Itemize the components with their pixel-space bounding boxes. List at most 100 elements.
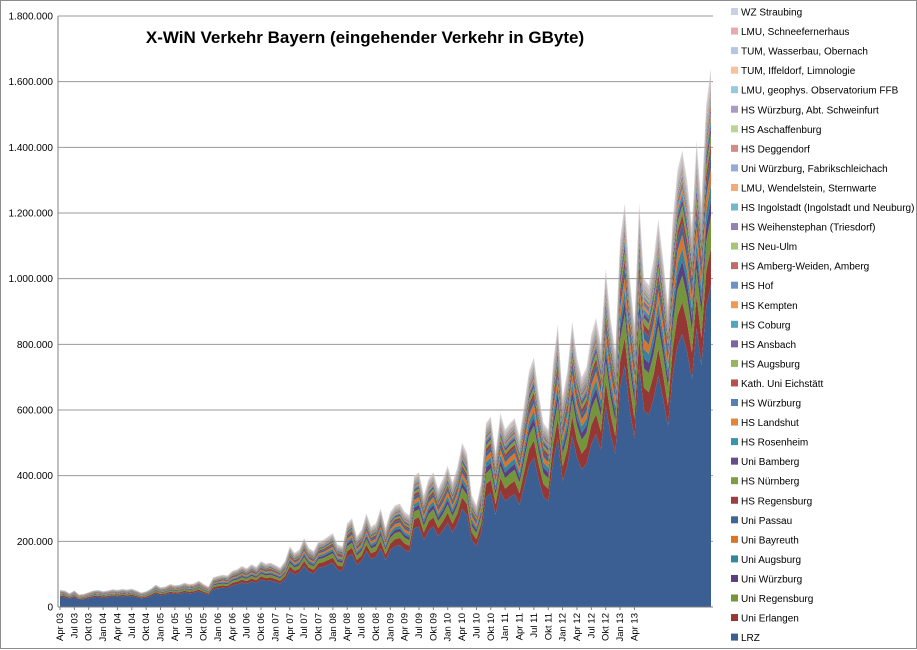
- x-tick-label: Apr 08: [342, 613, 353, 641]
- legend-entry: Uni Würzburg: [741, 574, 802, 585]
- legend-entry: HS Landshut: [741, 418, 799, 429]
- y-tick-label: 200.000: [17, 537, 54, 548]
- legend-swatch: [731, 633, 738, 641]
- legend-entry: HS Nürnberg: [741, 477, 799, 488]
- legend-swatch: [731, 242, 738, 250]
- x-tick-label: Okt 07: [313, 613, 324, 641]
- x-tick-label: Jul 10: [471, 613, 482, 638]
- legend-swatch: [731, 27, 738, 35]
- x-tick-label: Apr 12: [572, 613, 583, 641]
- axes: [57, 16, 713, 608]
- y-tick-label: 600.000: [17, 406, 54, 417]
- legend-entry: HS Weihenstephan (Triesdorf): [741, 223, 876, 234]
- x-tick-label: Apr 09: [400, 613, 411, 641]
- legend-swatch: [731, 594, 738, 602]
- x-tick-label: Jan 10: [443, 613, 454, 642]
- legend-swatch: [731, 535, 738, 543]
- x-tick-label: Apr 06: [227, 613, 238, 641]
- y-tick-label: 0: [47, 603, 53, 614]
- x-tick-label: Okt 12: [601, 613, 612, 641]
- legend-swatch: [731, 164, 738, 172]
- x-tick-label: Jan 06: [213, 613, 224, 642]
- x-tick-label: Jan 05: [156, 613, 167, 642]
- y-tick-label: 800.000: [17, 340, 54, 351]
- x-tick-label: Jul 06: [242, 613, 253, 638]
- x-tick-label: Jan 11: [500, 613, 511, 641]
- x-tick-label: Okt 11: [543, 613, 554, 640]
- legend-entry: HS Deggendorf: [741, 144, 810, 155]
- x-tick-label: Jul 05: [184, 613, 195, 638]
- y-tick-label: 1.600.000: [9, 77, 54, 88]
- legend-entry: HS Hof: [741, 281, 773, 292]
- x-tick-label: Okt 06: [256, 613, 267, 641]
- legend-entry: HS Ansbach: [741, 340, 796, 351]
- legend-entry: HS Kempten: [741, 301, 798, 312]
- legend-swatch: [731, 320, 738, 328]
- chart-title: X-WiN Verkehr Bayern (eingehender Verkeh…: [146, 28, 584, 47]
- legend-entry: HS Amberg-Weiden, Amberg: [741, 262, 869, 273]
- x-tick-label: Jan 04: [98, 613, 109, 642]
- legend-entry: TUM, Iffeldorf, Limnologie: [741, 66, 856, 77]
- x-tick-label: Jul 08: [357, 613, 368, 638]
- legend-entry: HS Aschaffenburg: [741, 125, 821, 136]
- x-tick-label: Apr 05: [170, 613, 181, 641]
- x-tick-labels: Apr 03 Jul 03 Okt 03 Jan 04 Apr 04 Jul 04 Okt …: [55, 607, 640, 642]
- legend-entry: Uni Regensburg: [741, 594, 813, 605]
- y-tick-label: 400.000: [17, 471, 54, 482]
- legend-entry: HS Augsburg: [741, 359, 800, 370]
- x-tick-label: Jul 11: [529, 613, 540, 638]
- legend-swatch: [731, 399, 738, 406]
- legend-swatch: [731, 614, 738, 622]
- legend-swatch: [731, 8, 738, 15]
- legend-swatch: [731, 574, 738, 582]
- legend-swatch: [731, 281, 738, 289]
- legend-swatch: [731, 203, 738, 211]
- legend-swatch: [731, 86, 738, 94]
- legend-swatch: [731, 66, 738, 74]
- legend-swatch: [731, 223, 738, 231]
- y-tick-labels: 0 200.000 400.000 600.000 800.000 1.000.000 1.…: [9, 12, 54, 614]
- legend-entry: Kath. Uni Eichstätt: [741, 379, 823, 390]
- legend-entry: LRZ: [741, 633, 760, 644]
- legend-entry: Uni Erlangen: [741, 614, 799, 625]
- x-tick-label: Apr 03: [55, 613, 66, 641]
- legend-entry: Uni Bayreuth: [741, 535, 799, 546]
- legend-entry: LMU, Schneefernerhaus: [741, 27, 849, 38]
- y-tick-label: 1.200.000: [9, 209, 54, 220]
- legend: WZ Straubing LMU, Schneefernerhaus TUM, Wa…: [731, 8, 914, 644]
- legend-entry: WZ Straubing: [741, 8, 802, 19]
- stacked-areas: [60, 68, 711, 607]
- legend-swatch: [731, 359, 738, 367]
- y-tick-label: 1.400.000: [9, 143, 54, 154]
- legend-swatch: [731, 47, 738, 55]
- legend-entry: LMU, Wendelstein, Sternwarte: [741, 183, 877, 194]
- legend-entry: HS Würzburg, Abt. Schweinfurt: [741, 105, 879, 116]
- legend-swatch: [731, 555, 738, 563]
- legend-entry: Uni Passau: [741, 516, 792, 527]
- area-series-0: [60, 284, 711, 607]
- x-tick-label: Jan 13: [615, 613, 626, 642]
- legend-entry: TUM, Wasserbau, Obernach: [741, 47, 868, 58]
- legend-swatch: [731, 340, 738, 348]
- legend-swatch: [731, 262, 738, 270]
- legend-entry: LMU, geophys. Observatorium FFB: [741, 86, 899, 97]
- x-tick-label: Okt 05: [199, 613, 210, 641]
- x-tick-label: Jan 08: [328, 613, 339, 642]
- x-tick-label: Jan 09: [385, 613, 396, 642]
- legend-entry: Uni Augsburg: [741, 555, 801, 566]
- x-tick-label: Okt 09: [428, 613, 439, 641]
- legend-entry: HS Rosenheim: [741, 438, 808, 449]
- x-tick-label: Apr 04: [112, 613, 123, 641]
- x-tick-label: Jul 09: [414, 613, 425, 638]
- x-tick-label: Jul 03: [69, 613, 80, 638]
- x-tick-label: Apr 11: [515, 613, 526, 640]
- legend-swatch: [731, 496, 738, 504]
- legend-entry: HS Würzburg: [741, 399, 801, 410]
- legend-swatch: [731, 125, 738, 133]
- legend-swatch: [731, 457, 738, 465]
- x-tick-label: Okt 10: [486, 613, 497, 641]
- y-tick-label: 1.000.000: [9, 274, 54, 285]
- x-tick-label: Jul 12: [586, 613, 597, 638]
